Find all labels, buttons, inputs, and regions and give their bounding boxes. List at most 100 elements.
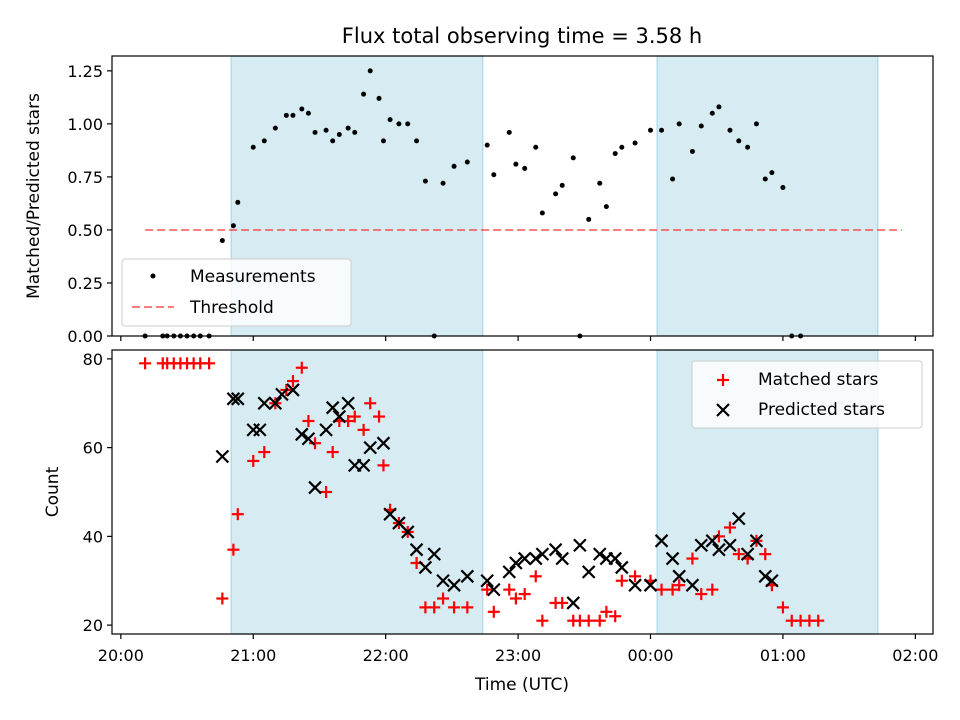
predicted-point: [732, 511, 746, 526]
predicted-point: [535, 547, 550, 561]
predicted-point: [436, 573, 450, 588]
legend-threshold-label: Threshold: [189, 298, 274, 318]
matched-point: [712, 530, 725, 543]
predicted-point: [628, 578, 642, 592]
predicted-point: [555, 551, 570, 566]
predicted-point: [301, 431, 316, 446]
measurement-point: [464, 159, 470, 165]
measurement-point: [570, 155, 576, 161]
top-legend: Measurements Threshold: [121, 258, 352, 327]
measurement-point: [376, 95, 382, 101]
predicted-point: [376, 436, 391, 450]
predicted-point: [480, 573, 494, 588]
bottom-legend: Matched stars Predicted stars: [691, 360, 923, 429]
measurement-point: [709, 110, 715, 116]
measurement-point: [387, 117, 393, 123]
predicted-point: [363, 440, 377, 455]
matched-point: [706, 583, 719, 596]
measurement-point: [676, 121, 682, 127]
matched-point: [357, 423, 370, 436]
measurement-point: [323, 127, 329, 133]
measurement-point: [506, 129, 512, 135]
matched-point: [364, 397, 377, 410]
measurement-point: [305, 110, 311, 116]
top-panel: 0.00 0.25 0.50 0.75 1.00 1.25 Matched/Predict…: [24, 55, 934, 346]
measurement-point: [586, 216, 592, 222]
predicted-point: [332, 409, 347, 424]
matched-point: [258, 446, 271, 459]
legend-predicted-label: Predicted stars: [758, 400, 885, 420]
bottom-panel-frame: [111, 349, 934, 635]
predicted-point: [325, 400, 340, 415]
x-axis-label: Time (UTC): [474, 675, 569, 695]
chart-title: Flux total observing time = 3.58 h: [342, 24, 702, 48]
x-tick-label: 23:00: [495, 646, 541, 665]
measurement-point: [290, 112, 296, 118]
measurement-point: [283, 112, 289, 118]
matched-point: [309, 437, 322, 450]
measurement-point: [603, 204, 609, 210]
legend-matched-label: Matched stars: [758, 370, 878, 390]
predicted-point: [226, 392, 241, 406]
measurement-point: [336, 131, 342, 137]
predicted-point: [460, 569, 475, 584]
predicted-point: [528, 551, 543, 566]
x-tick-label: 21:00: [230, 646, 276, 665]
measurement-point: [597, 180, 603, 186]
x-tick-label: 20:00: [98, 646, 144, 665]
matched-point: [812, 614, 825, 627]
measurement-point: [745, 144, 751, 150]
measurement-point: [612, 151, 618, 157]
matched-point: [286, 375, 299, 388]
y-tick-label: 20: [83, 616, 103, 635]
top-y-label: Matched/Predicted stars: [24, 93, 44, 299]
matched-point: [428, 601, 441, 614]
legend-measurements-label: Measurements: [190, 267, 316, 287]
top-legend-box: [121, 258, 352, 327]
measurement-point: [396, 121, 402, 127]
predicted-point: [517, 551, 532, 566]
measurement-point: [422, 178, 428, 184]
measurement-point: [762, 176, 768, 182]
predicted-point: [231, 392, 245, 406]
measurement-point: [769, 170, 775, 176]
measurement-point: [648, 127, 654, 133]
matched-point: [461, 601, 474, 614]
x-tick-label: 01:00: [760, 646, 806, 665]
predicted-point: [447, 578, 461, 592]
measurement-point: [219, 238, 225, 244]
measurement-point: [345, 125, 351, 131]
matched-point: [139, 357, 152, 370]
matched-point: [326, 446, 339, 459]
measurement-point: [484, 142, 490, 148]
predicted-point: [295, 427, 309, 442]
matched-point: [302, 415, 315, 427]
bottom-y-label: Count: [43, 466, 63, 517]
matched-point: [732, 548, 745, 561]
matched-point: [437, 592, 450, 605]
measurement-point: [405, 121, 411, 127]
y-tick-label: 1.00: [67, 115, 103, 134]
predicted-point: [502, 565, 517, 579]
measurement-point: [736, 138, 742, 144]
y-tick-label: 0.00: [67, 327, 103, 346]
y-tick-label: 40: [83, 527, 103, 546]
matched-point: [509, 592, 522, 605]
legend-measurements-marker: [150, 273, 156, 279]
measurement-point: [559, 182, 565, 188]
measurement-point: [367, 68, 373, 74]
y-tick-label: 60: [83, 439, 103, 458]
measurement-point: [632, 140, 638, 146]
matched-point: [216, 592, 229, 605]
y-tick-label: 1.25: [67, 62, 103, 81]
measurement-point: [753, 121, 759, 127]
measurement-point: [780, 185, 786, 191]
matched-point: [487, 605, 500, 618]
predicted-point: [215, 449, 230, 464]
matched-point: [227, 543, 240, 556]
matched-point: [593, 614, 606, 627]
predicted-point: [319, 423, 333, 437]
measurement-point: [440, 180, 446, 186]
matched-point: [655, 583, 668, 596]
predicted-point: [705, 534, 720, 548]
